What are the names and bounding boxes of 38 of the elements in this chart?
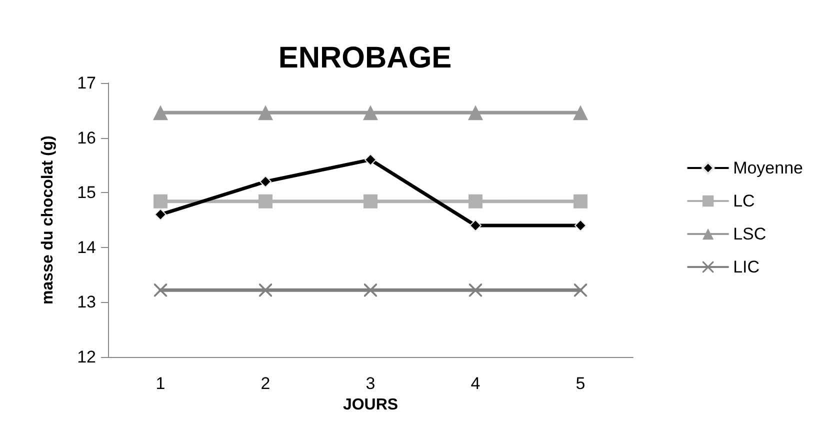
point <box>259 284 272 297</box>
x-tick-label: 1 <box>156 374 166 393</box>
y-tick-label: 12 <box>77 348 96 366</box>
x-tick-label: 2 <box>260 374 270 393</box>
legend-label: LSC <box>733 224 766 244</box>
point <box>364 194 378 208</box>
point <box>154 208 166 221</box>
point <box>260 176 272 188</box>
point <box>258 105 273 120</box>
x-axis-title: JOURS <box>342 396 398 414</box>
point <box>154 194 168 208</box>
point <box>469 284 482 297</box>
point <box>574 194 588 208</box>
point <box>470 219 482 232</box>
point <box>153 105 168 120</box>
legend-label: Moyenne <box>733 158 804 178</box>
chart-title: ENROBAGE <box>278 42 452 74</box>
y-axis-title: masse du chocolat (g) <box>40 136 56 304</box>
point <box>574 284 587 297</box>
y-tick-label: 17 <box>77 74 96 92</box>
point <box>258 194 272 208</box>
x-tick-label: 3 <box>366 374 376 393</box>
point <box>364 284 377 297</box>
point <box>154 284 167 297</box>
x-tick-label: 5 <box>576 374 586 393</box>
point <box>574 219 586 232</box>
y-tick-label: 16 <box>77 128 96 148</box>
point <box>363 105 378 120</box>
legend-label: LIC <box>733 258 760 276</box>
point <box>468 105 483 120</box>
y-tick-label: 15 <box>77 183 96 202</box>
y-tick-label: 14 <box>77 238 96 257</box>
point <box>573 105 588 120</box>
point <box>364 154 376 166</box>
y-tick-label: 13 <box>77 292 96 312</box>
legend-label: LC <box>733 192 755 210</box>
x-tick-label: 4 <box>470 374 480 393</box>
point <box>468 194 482 208</box>
